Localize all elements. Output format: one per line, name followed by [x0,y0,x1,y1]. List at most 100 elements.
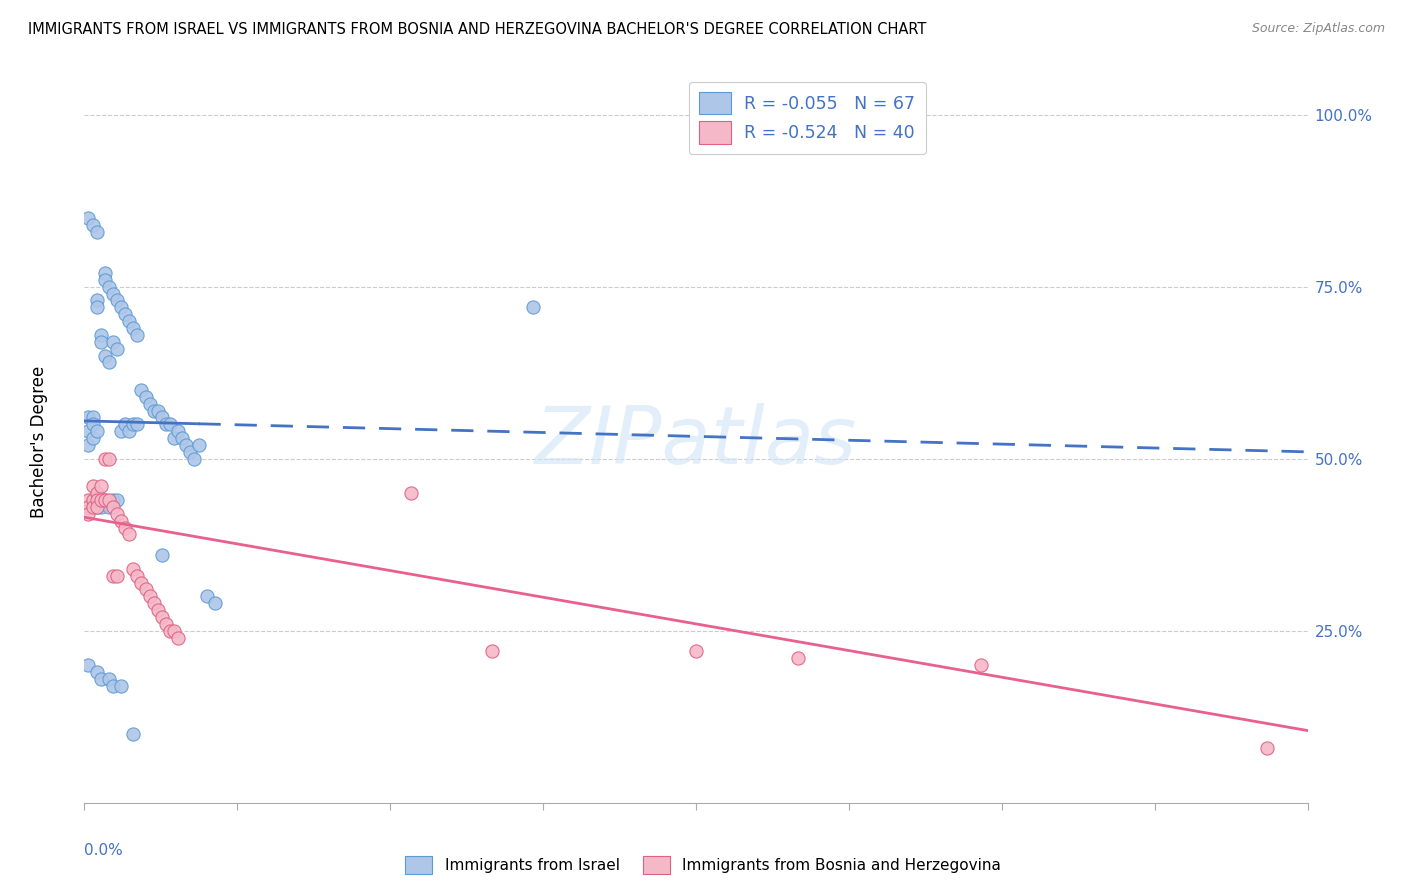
Point [155,616,177,631]
Point [114,520,136,534]
Point [195,590,218,604]
Point [127,568,149,582]
Point [150,610,173,624]
Point [127,417,149,432]
Point [86,493,108,508]
Point [90,334,112,349]
Point [204,596,226,610]
Point [142,403,165,417]
Point [97,279,120,293]
Point [82,218,104,232]
Point [86,424,108,438]
Point [399,486,422,500]
Point [82,493,104,508]
Point [970,658,993,673]
Point [118,527,141,541]
Point [127,327,149,342]
Point [131,575,153,590]
Point [93,273,115,287]
Point [110,514,132,528]
Point [105,507,128,521]
Point [101,286,124,301]
Point [82,431,104,445]
Point [131,383,153,397]
Point [77,493,100,508]
Y-axis label: Bachelor's Degree: Bachelor's Degree [30,366,48,517]
Point [90,500,112,514]
Point [82,493,104,508]
Point [146,603,169,617]
Point [77,658,100,673]
Point [187,438,209,452]
Point [122,321,145,335]
Point [82,410,104,425]
Point [110,679,132,693]
Point [114,307,136,321]
Point [93,493,115,508]
Point [77,507,100,521]
Point [167,424,190,438]
Point [150,410,173,425]
Point [105,293,128,308]
Point [114,417,136,432]
Point [101,679,124,693]
Point [138,397,160,411]
Point [93,349,115,363]
Point [163,431,186,445]
Point [787,651,810,665]
Point [86,293,108,308]
Point [105,342,128,356]
Point [183,451,205,466]
Text: Source: ZipAtlas.com: Source: ZipAtlas.com [1251,22,1385,36]
Point [179,445,201,459]
Point [101,500,124,514]
Point [101,334,124,349]
Point [135,390,157,404]
Point [86,486,108,500]
Point [101,493,124,508]
Point [77,410,100,425]
Point [522,301,544,315]
Point [105,493,128,508]
Point [481,644,503,658]
Point [77,500,100,514]
Point [122,727,145,741]
Point [93,493,115,508]
Point [685,644,707,658]
Point [77,438,100,452]
Point [86,500,108,514]
Point [101,568,124,582]
Point [97,493,120,508]
Point [90,493,112,508]
Point [82,479,104,493]
Point [118,424,141,438]
Point [155,417,177,432]
Point [172,431,194,445]
Point [122,417,145,432]
Point [142,596,165,610]
Point [90,327,112,342]
Point [90,479,112,493]
Point [86,500,108,514]
Point [159,624,181,638]
Point [146,403,169,417]
Point [82,417,104,432]
Point [122,562,145,576]
Point [77,211,100,225]
Point [118,314,141,328]
Point [86,225,108,239]
Text: ZIPatlas: ZIPatlas [534,402,858,481]
Point [86,665,108,679]
Point [1256,740,1278,755]
Point [93,451,115,466]
Point [174,438,197,452]
Point [86,301,108,315]
Point [150,548,173,562]
Point [138,590,160,604]
Point [97,451,120,466]
Legend: R = -0.055   N = 67, R = -0.524   N = 40: R = -0.055 N = 67, R = -0.524 N = 40 [689,82,925,154]
Point [82,500,104,514]
Legend: Immigrants from Israel, Immigrants from Bosnia and Herzegovina: Immigrants from Israel, Immigrants from … [399,850,1007,880]
Text: 0.0%: 0.0% [84,843,124,857]
Point [77,500,100,514]
